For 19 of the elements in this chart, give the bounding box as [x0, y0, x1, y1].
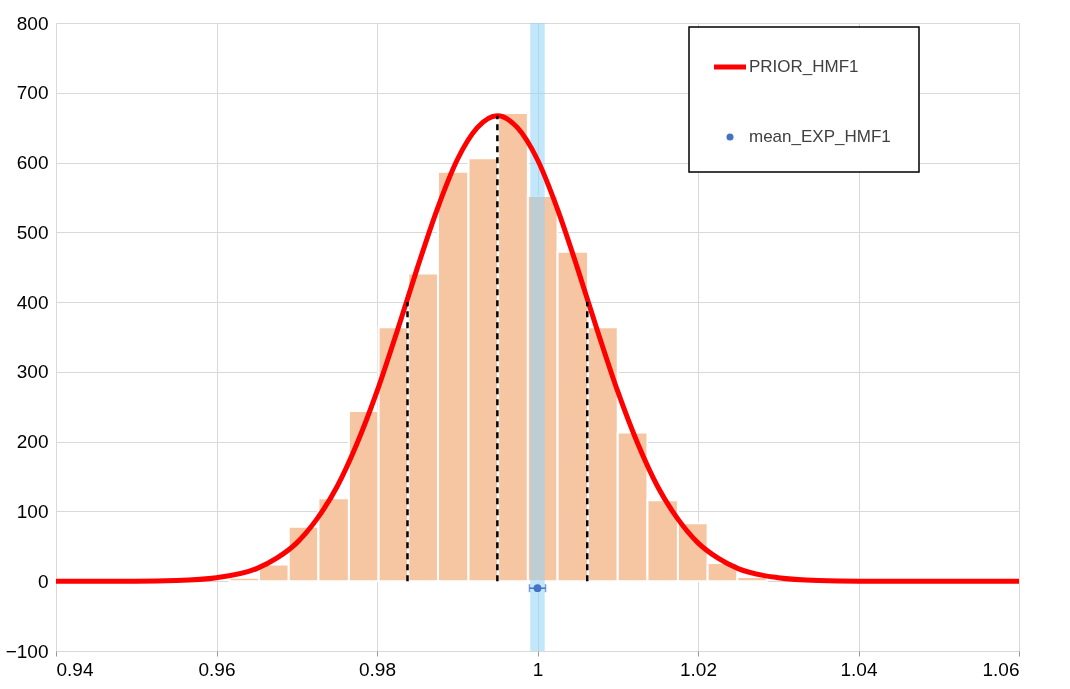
y-tick-label: 100	[16, 500, 49, 522]
legend-label: mean_EXP_HMF1	[749, 127, 891, 146]
y-tick-label: 700	[16, 82, 49, 104]
x-tick-label: 0.96	[198, 658, 236, 680]
y-tick-label: 500	[16, 221, 49, 243]
x-tick-label: 1	[532, 658, 544, 680]
y-tick-label: 200	[16, 431, 49, 453]
x-tick-label: 0.98	[359, 658, 396, 680]
x-tick-label: 0.94	[56, 658, 94, 680]
x-tick-label: 1.06	[982, 658, 1020, 680]
x-tick-label: 1.02	[680, 658, 717, 680]
x-tick-label: 1.04	[840, 658, 878, 680]
legend-label: PRIOR_HMF1	[749, 57, 859, 76]
y-tick-label: 800	[16, 12, 49, 34]
y-tick-label: 0	[37, 570, 49, 592]
y-tick-label: 600	[16, 152, 49, 174]
y-tick-label: 300	[16, 361, 49, 383]
y-tick-label: 400	[16, 291, 49, 313]
y-tick-label: −100	[5, 640, 49, 662]
